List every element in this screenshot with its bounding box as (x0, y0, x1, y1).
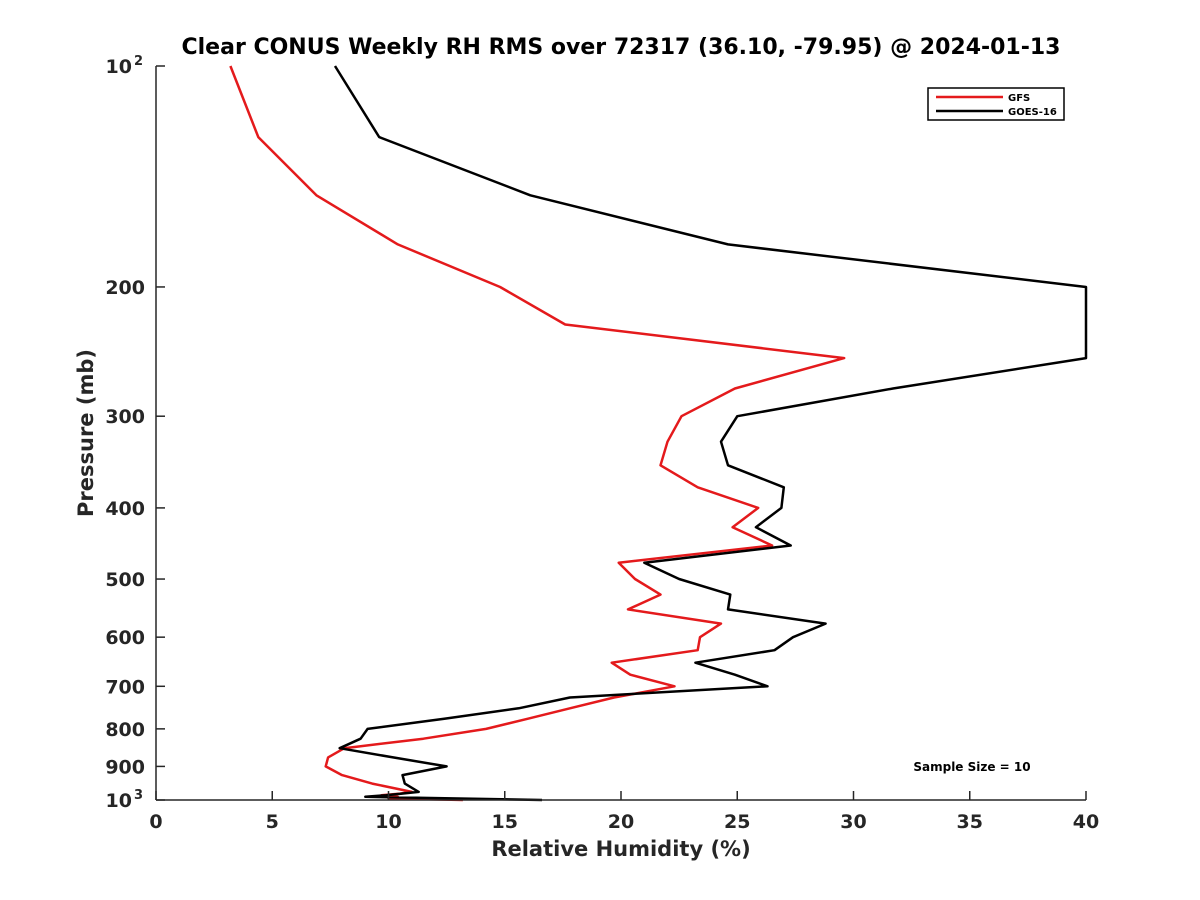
y-tick-label-7: 800 (105, 719, 145, 741)
y-tick-label-5: 600 (105, 627, 145, 649)
y-tick-label-1: 200 (105, 277, 145, 299)
series-layer (229, 65, 1088, 802)
y-tick-label-8: 900 (105, 756, 145, 778)
y-tick-label-2: 300 (105, 406, 145, 428)
x-tick-label-6: 30 (840, 811, 866, 833)
x-tick-label-4: 20 (608, 811, 634, 833)
y-tick-label-6: 700 (105, 676, 145, 698)
y-tick-label-3: 400 (105, 498, 145, 520)
x-tick-label-3: 15 (492, 811, 518, 833)
y-tick-exponent-9: 3 (134, 788, 143, 803)
x-tick-label-2: 10 (375, 811, 401, 833)
legend-label-gfs: GFS (1008, 93, 1030, 104)
y-axis-title: Pressure (mb) (74, 349, 98, 517)
x-tick-label-7: 35 (957, 811, 983, 833)
chart-title: Clear CONUS Weekly RH RMS over 72317 (36… (182, 35, 1061, 60)
y-tick-label-4: 500 (105, 569, 145, 591)
y-tick-exponent-0: 2 (134, 54, 143, 69)
series-line-gfs (229, 65, 846, 802)
series-line-goes16 (333, 65, 1088, 802)
x-ticks: 0 5 10 15 20 25 30 35 40 (149, 791, 1099, 833)
sample-size-annotation: Sample Size = 10 (913, 760, 1030, 774)
x-axis-title: Relative Humidity (%) (491, 837, 750, 861)
x-tick-label-5: 25 (724, 811, 750, 833)
y-tick-label-0: 10 (106, 56, 132, 78)
x-tick-label-0: 0 (149, 811, 162, 833)
x-tick-label-8: 40 (1073, 811, 1099, 833)
y-tick-label-9: 10 (106, 790, 132, 812)
legend-box (927, 87, 1065, 121)
legend: GFS GOES-16 (927, 87, 1065, 121)
x-tick-label-1: 5 (266, 811, 279, 833)
legend-label-goes16: GOES-16 (1008, 107, 1057, 118)
